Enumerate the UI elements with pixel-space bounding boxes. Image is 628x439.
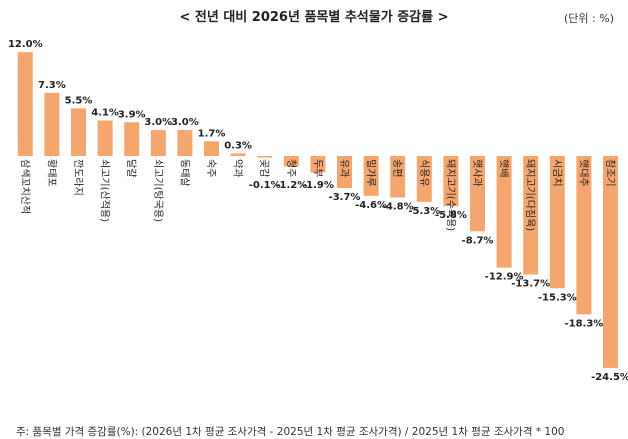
value-label-0: 12.0%	[8, 39, 43, 50]
category-label-10: 청주	[285, 159, 297, 177]
category-label-15: 식용유	[418, 159, 430, 187]
footnote: 주: 품목별 가격 증감률(%): (2026년 1차 평균 조사가격 - 20…	[16, 426, 565, 438]
category-label-18: 햇배	[498, 159, 510, 177]
bar-12	[337, 156, 352, 188]
category-label-7: 숙주	[205, 159, 217, 177]
category-label-1: 황태포	[45, 159, 57, 187]
unit-label: (단위 : %)	[564, 12, 614, 25]
bar-9	[257, 156, 273, 158]
bar-10	[283, 156, 299, 167]
value-label-9: -0.1%	[249, 180, 281, 191]
bar-chart: 12.0% 삼색꼬치산적 7.3% 황태포 5.5% 깐도라지 4.1% 쇠고기(산적용) 3.…	[8, 39, 628, 383]
bar-3	[97, 120, 113, 156]
bar-11	[310, 156, 326, 173]
value-label-11: -1.9%	[302, 180, 334, 191]
bar-8	[230, 153, 246, 156]
category-label-0: 삼색꼬치산적	[19, 159, 31, 214]
category-label-22: 참조기	[604, 159, 616, 187]
bar-20	[549, 156, 565, 289]
bar-16	[443, 156, 459, 207]
value-label-12: -3.7%	[329, 192, 361, 203]
bar-7	[204, 141, 219, 156]
value-label-10: -1.2%	[275, 180, 307, 191]
category-label-8: 약과	[232, 159, 244, 177]
value-label-3: 4.1%	[91, 108, 119, 119]
category-label-16: 돼지고기(수육용)	[444, 159, 456, 231]
bar-22	[603, 156, 618, 368]
bar-19	[523, 156, 539, 275]
category-label-9: 곶감	[258, 159, 270, 177]
bar-18	[496, 156, 512, 268]
value-label-7: 1.7%	[198, 128, 226, 139]
category-label-3: 쇠고기(산적용)	[99, 159, 111, 222]
value-label-8: 0.3%	[224, 140, 252, 151]
bar-0	[17, 52, 33, 157]
value-label-22: -24.5%	[591, 372, 628, 383]
category-label-5: 쇠고기(탕국용)	[152, 159, 164, 222]
category-label-6: 동태살	[178, 159, 190, 187]
category-label-12: 유과	[338, 159, 350, 177]
value-label-16: -5.8%	[435, 210, 467, 221]
value-label-13: -4.6%	[355, 200, 387, 211]
category-label-2: 깐도라지	[72, 159, 84, 196]
value-label-21: -18.3%	[564, 318, 603, 329]
bar-14	[390, 156, 406, 198]
category-label-19: 돼지고기(다짐육)	[524, 159, 536, 231]
value-label-6: 3.0%	[171, 117, 199, 128]
chart-title: < 전년 대비 2026년 품목별 추석물가 증감률 >	[179, 10, 449, 25]
bar-21	[576, 156, 592, 315]
bar-5	[150, 130, 166, 157]
value-label-2: 5.5%	[65, 95, 93, 106]
value-label-4: 3.9%	[118, 109, 146, 120]
value-label-17: -8.7%	[462, 235, 494, 246]
category-label-17: 햇사과	[471, 159, 483, 187]
bar-6	[177, 130, 193, 157]
category-label-20: 시금치	[551, 159, 563, 187]
value-label-18: -12.9%	[485, 272, 524, 283]
value-label-20: -15.3%	[538, 292, 577, 303]
value-label-5: 3.0%	[144, 117, 172, 128]
bar-15	[416, 156, 432, 202]
category-label-13: 밀가루	[365, 159, 377, 187]
bar-13	[363, 156, 379, 196]
category-label-14: 송편	[391, 159, 403, 177]
bar-17	[470, 156, 485, 232]
value-label-19: -13.7%	[511, 279, 550, 290]
category-label-21: 햇대추	[577, 159, 589, 187]
category-label-4: 달걀	[125, 159, 138, 177]
value-label-15: -5.3%	[408, 206, 440, 217]
category-label-11: 두부	[311, 159, 322, 177]
bar-1	[44, 92, 60, 156]
value-label-1: 7.3%	[38, 80, 66, 91]
value-label-14: -4.8%	[382, 202, 414, 213]
bar-2	[71, 108, 86, 156]
bar-4	[124, 122, 140, 156]
